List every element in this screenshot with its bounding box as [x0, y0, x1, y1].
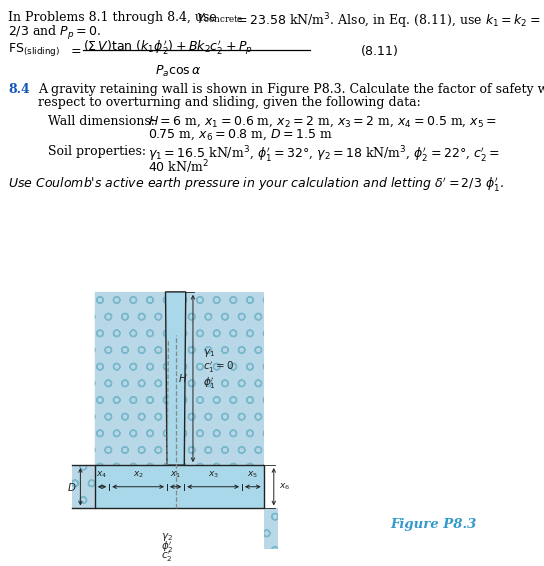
- Text: $x_2$: $x_2$: [133, 470, 144, 481]
- Text: $2/3$ and $P_p = 0$.: $2/3$ and $P_p = 0$.: [8, 24, 101, 42]
- Text: $x_3$: $x_3$: [208, 470, 219, 481]
- Polygon shape: [165, 292, 186, 465]
- Polygon shape: [95, 292, 167, 465]
- Polygon shape: [95, 465, 264, 508]
- Text: $\mathrm{FS_{(sliding)}}$: $\mathrm{FS_{(sliding)}}$: [8, 41, 60, 58]
- Text: A gravity retaining wall is shown in Figure P8.3. Calculate the factor of safety: A gravity retaining wall is shown in Fig…: [38, 83, 544, 96]
- Text: $40$ kN/m$^2$: $40$ kN/m$^2$: [148, 158, 209, 175]
- Text: $H$: $H$: [178, 372, 188, 384]
- Text: $P_a\cos\alpha$: $P_a\cos\alpha$: [155, 64, 201, 79]
- Text: $c_2'$: $c_2'$: [161, 548, 173, 564]
- Text: $H = 6$ m, $x_1 = 0.6$ m, $x_2 = 2$ m, $x_3 = 2$ m, $x_4 = 0.5$ m, $x_5 =$: $H = 6$ m, $x_1 = 0.6$ m, $x_2 = 2$ m, $…: [148, 115, 497, 130]
- Polygon shape: [264, 508, 278, 549]
- Polygon shape: [184, 292, 264, 465]
- Text: $=$: $=$: [68, 44, 82, 57]
- Text: $0.75$ m, $x_6 = 0.8$ m, $D = 1.5$ m: $0.75$ m, $x_6 = 0.8$ m, $D = 1.5$ m: [148, 128, 333, 143]
- Text: Soil properties:: Soil properties:: [48, 145, 146, 158]
- Text: Figure P8.3: Figure P8.3: [390, 518, 477, 531]
- Text: $x_6$: $x_6$: [279, 482, 290, 492]
- Polygon shape: [72, 465, 95, 508]
- Text: 8.4: 8.4: [8, 83, 30, 96]
- Text: $= 23.58$ kN/m$^3$. Also, in Eq. (8.11), use $k_1 = k_2 =$: $= 23.58$ kN/m$^3$. Also, in Eq. (8.11),…: [234, 11, 540, 31]
- Text: In Problems 8.1 through 8.4, use: In Problems 8.1 through 8.4, use: [8, 11, 221, 24]
- Text: $\phi_2'$: $\phi_2'$: [160, 539, 174, 555]
- Text: $c_1' = 0$: $c_1' = 0$: [203, 359, 234, 375]
- Text: Wall dimensions:: Wall dimensions:: [48, 115, 155, 128]
- Text: $(8.11)$: $(8.11)$: [360, 42, 399, 58]
- Text: $D$: $D$: [66, 481, 76, 493]
- Text: $\it{Use\ Coulomb}$'$\it{s\ active\ earth\ pressure\ in\ your\ calculation\ and\: $\it{Use\ Coulomb}$'$\it{s\ active\ eart…: [8, 175, 504, 193]
- Text: $\gamma_{\mathregular{concrete}}$: $\gamma_{\mathregular{concrete}}$: [196, 11, 244, 25]
- Text: $(\Sigma\, V)\tan\,(k_1\phi_2') + Bk_2c_2' + P_p$: $(\Sigma\, V)\tan\,(k_1\phi_2') + Bk_2c_…: [83, 39, 253, 58]
- Text: $\gamma_1 = 16.5$ kN/m$^3$, $\phi_1' = 32°$, $\gamma_2 = 18$ kN/m$^3$, $\phi_2' : $\gamma_1 = 16.5$ kN/m$^3$, $\phi_1' = 3…: [148, 145, 500, 165]
- Text: $\phi_1'$: $\phi_1'$: [203, 375, 216, 391]
- Text: $x_1$: $x_1$: [170, 470, 181, 481]
- Text: $x_4$: $x_4$: [96, 470, 108, 481]
- Text: $x_5$: $x_5$: [248, 470, 258, 481]
- Text: $\gamma_2$: $\gamma_2$: [161, 531, 173, 543]
- Text: respect to overturning and sliding, given the following data:: respect to overturning and sliding, give…: [38, 96, 421, 109]
- Text: $\gamma_1$: $\gamma_1$: [203, 346, 215, 358]
